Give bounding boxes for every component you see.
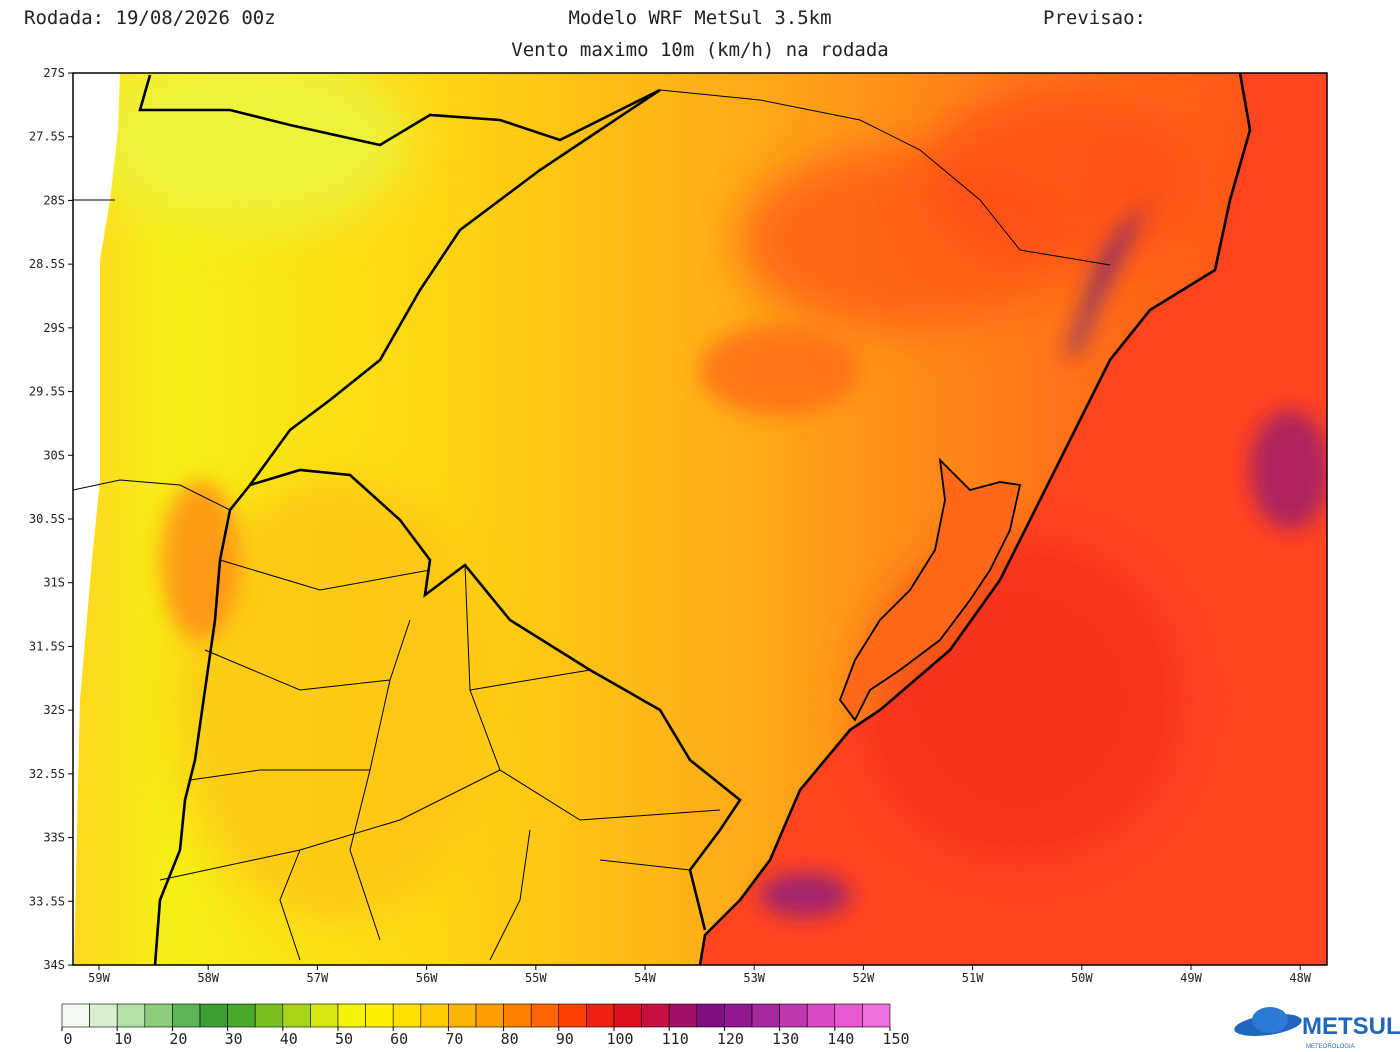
colorbar-box: [475, 1003, 504, 1028]
colorbar-box: [558, 1003, 587, 1028]
colorbar-box: [641, 1003, 670, 1028]
latitude-labels: 27S 27.5S 28S 28.5S 29S 29.5S 30S 30.5S 31S 31.5S…: [29, 66, 73, 972]
colorbar-box: [89, 1003, 118, 1028]
lat-label: 33S: [43, 831, 65, 845]
colorbar-box: [420, 1003, 449, 1028]
subtitle: Vento maximo 10m (km/h) na rodada: [511, 39, 889, 61]
lon-label: 58W: [197, 971, 219, 985]
lat-label: 29.5S: [29, 385, 65, 399]
map: [73, 73, 1327, 965]
lat-label: 27.5S: [29, 130, 65, 144]
colorbar-label: 90: [556, 1030, 574, 1048]
colorbar-label: 120: [717, 1030, 744, 1048]
lon-label: 51W: [962, 971, 984, 985]
colorbar-label: 140: [827, 1030, 854, 1048]
colorbar-label: 50: [335, 1030, 353, 1048]
colorbar-box: [310, 1003, 339, 1028]
colorbar-box: [199, 1003, 228, 1028]
lat-label: 34S: [43, 958, 65, 972]
lon-label: 57W: [307, 971, 329, 985]
colorbar-label: 80: [501, 1030, 519, 1048]
lon-label: 48W: [1289, 971, 1311, 985]
lat-label: 29S: [43, 321, 65, 335]
colorbar-box: [254, 1003, 284, 1028]
lat-label: 30S: [43, 448, 65, 462]
colorbar-box: [337, 1003, 366, 1028]
lat-label: 33.5S: [29, 894, 65, 908]
colorbar-box: [116, 1003, 146, 1028]
colorbar: 0 10 20 30 40 50 60 70 80 90 100 110 120 130 140 150: [61, 1003, 910, 1048]
colorbar-box: [503, 1003, 532, 1028]
colorbar-box: [61, 1003, 90, 1028]
colorbar-label: 0: [63, 1030, 72, 1048]
colorbar-label: 40: [280, 1030, 298, 1048]
colorbar-label: 30: [225, 1030, 243, 1048]
colorbar-box: [392, 1003, 422, 1028]
lon-label: 55W: [525, 971, 547, 985]
lat-label: 32.5S: [29, 767, 65, 781]
colorbar-box: [696, 1003, 725, 1028]
lon-label: 52W: [853, 971, 875, 985]
colorbar-box: [779, 1003, 808, 1028]
lat-label: 27S: [43, 66, 65, 80]
colorbar-label: 10: [114, 1030, 132, 1048]
colorbar-box: [751, 1003, 780, 1028]
colorbar-box: [668, 1003, 698, 1028]
colorbar-box: [365, 1003, 394, 1028]
lat-label: 30.5S: [29, 512, 65, 526]
colorbar-label: 60: [390, 1030, 408, 1048]
colorbar-box: [282, 1003, 311, 1028]
colorbar-label: 100: [606, 1030, 633, 1048]
lat-label: 28.5S: [29, 257, 65, 271]
colorbar-label: 110: [662, 1030, 689, 1048]
colorbar-box: [724, 1003, 753, 1028]
colorbar-box: [530, 1003, 560, 1028]
logo: METSUL METEOROLOGIA: [1234, 1007, 1400, 1050]
colorbar-box: [448, 1003, 477, 1028]
lon-label: 53W: [743, 971, 765, 985]
lat-label: 31S: [43, 576, 65, 590]
lat-label: 31.5S: [29, 639, 65, 653]
lat-label: 28S: [43, 193, 65, 207]
lon-label: 49W: [1180, 971, 1202, 985]
colorbar-label: 70: [445, 1030, 463, 1048]
logo-name: METSUL: [1302, 1013, 1400, 1040]
lon-label: 50W: [1071, 971, 1093, 985]
colorbar-box: [586, 1003, 615, 1028]
colorbar-box: [144, 1003, 173, 1028]
colorbar-box: [172, 1003, 201, 1028]
logo-tagline: METEOROLOGIA: [1306, 1044, 1355, 1050]
colorbar-label: 20: [169, 1030, 187, 1048]
lon-label: 54W: [634, 971, 656, 985]
colorbar-box: [806, 1003, 836, 1028]
model-label: Modelo WRF MetSul 3.5km: [568, 7, 831, 29]
colorbar-box: [613, 1003, 642, 1028]
forecast-label: Previsao:: [1043, 7, 1146, 29]
colorbar-box: [227, 1003, 256, 1028]
colorbar-box: [862, 1003, 891, 1028]
colorbar-label: 150: [882, 1030, 909, 1048]
lon-label: 56W: [416, 971, 438, 985]
colorbar-label: 130: [772, 1030, 799, 1048]
lat-label: 32S: [43, 703, 65, 717]
longitude-labels: 59W 58W 57W 56W 55W 54W 53W 52W 51W 50W 49W 48W: [88, 965, 1312, 985]
lon-label: 59W: [88, 971, 110, 985]
colorbar-box: [834, 1003, 863, 1028]
run-label: Rodada: 19/08/2026 00z: [24, 7, 276, 29]
